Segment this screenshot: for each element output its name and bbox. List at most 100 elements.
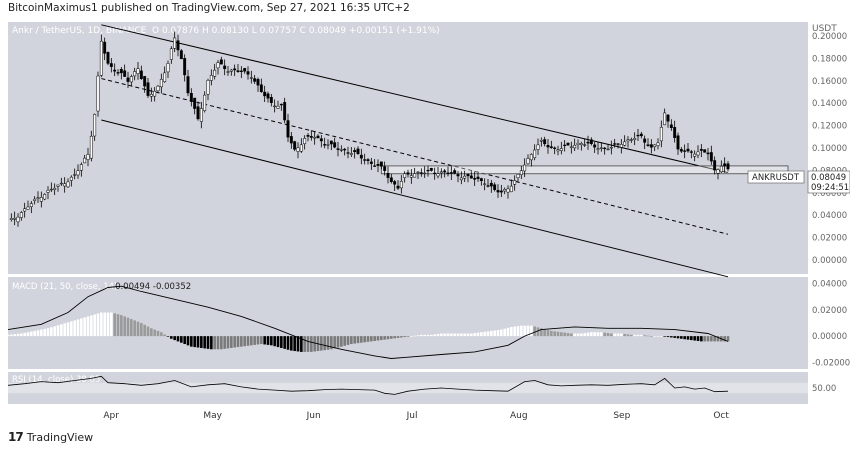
macd-histogram-bar <box>273 336 276 347</box>
candle-down <box>429 168 433 171</box>
candle-down <box>183 58 187 76</box>
price-tick-label: 0.10000 <box>812 144 847 154</box>
macd-histogram-bar <box>403 336 406 338</box>
macd-histogram-bar <box>266 336 270 345</box>
candle-up <box>483 183 487 185</box>
macd-histogram-bar <box>590 332 593 337</box>
candle-up <box>159 79 163 88</box>
right-axis-strip <box>808 22 850 404</box>
macd-histogram-bar <box>73 320 76 337</box>
macd-histogram-bar <box>200 336 203 348</box>
macd-histogram-bar <box>63 323 66 337</box>
macd-histogram-bar <box>406 336 410 337</box>
channel-line <box>101 119 729 278</box>
macd-histogram-bar <box>330 336 333 350</box>
macd-histogram-bar <box>130 319 133 337</box>
candle-down <box>233 68 237 71</box>
candle-up <box>436 173 440 177</box>
price-tick-label: 0.00000 <box>812 256 847 266</box>
candle-down <box>666 114 670 122</box>
candle-down <box>279 103 283 106</box>
candle-down <box>479 178 483 181</box>
macd-histogram-bar <box>556 331 560 337</box>
macd-tick-label: -0.02000 <box>812 358 850 368</box>
macd-histogram-bar <box>356 336 360 344</box>
macd-histogram-bar <box>56 325 60 337</box>
macd-histogram-bar <box>550 330 553 337</box>
macd-histogram-bar <box>386 336 390 340</box>
candle-down <box>669 124 673 128</box>
price-candles <box>9 31 730 227</box>
macd-histogram-bar <box>220 336 223 350</box>
footer-brand-name: TradingView <box>26 430 94 444</box>
macd-histogram-bar <box>623 333 626 337</box>
candle-up <box>719 165 723 173</box>
macd-histogram-bar <box>716 336 720 342</box>
macd-histogram-bar <box>176 336 180 342</box>
price-tick-label: 0.02000 <box>812 234 847 244</box>
candle-down <box>359 154 363 159</box>
candle-up <box>303 138 307 145</box>
macd-histogram-bar <box>343 336 346 346</box>
currency-label: USDT <box>812 24 837 34</box>
macd-histogram-bar <box>20 333 23 337</box>
macd-histogram-bar <box>426 334 430 337</box>
macd-histogram-bar <box>376 336 380 341</box>
macd-signal-line <box>7 285 729 359</box>
candle-down <box>223 65 227 70</box>
candle-up <box>19 212 23 218</box>
macd-histogram-bar <box>40 329 43 337</box>
macd-histogram-bar <box>216 336 220 350</box>
price-tick-label: 0.12000 <box>812 122 847 132</box>
macd-histogram-bar <box>580 333 583 337</box>
candle-down <box>553 147 557 149</box>
candle-down <box>486 185 490 187</box>
candle-up <box>539 139 543 142</box>
macd-histogram-bar <box>706 336 710 342</box>
macd-histogram-bar <box>363 336 366 343</box>
candle-up <box>653 144 657 147</box>
macd-histogram-bar <box>203 336 206 349</box>
macd-histogram-bar <box>536 327 540 337</box>
badge-price: 0.08049 <box>811 173 846 183</box>
macd-histogram-bar <box>280 336 283 348</box>
candle-up <box>559 148 563 151</box>
macd-histogram-bar <box>80 318 83 337</box>
candle-down <box>676 135 680 150</box>
candle-down <box>456 174 460 177</box>
macd-histogram-bar <box>170 336 173 339</box>
macd-histogram-bar <box>100 312 103 337</box>
macd-histogram-bar <box>383 336 386 340</box>
macd-tick-label: 0.04000 <box>812 280 847 290</box>
macd-histogram-bar <box>660 336 663 337</box>
candle-up <box>99 40 103 76</box>
macd-histogram-bar <box>576 333 580 337</box>
macd-histogram-bar <box>323 336 326 351</box>
macd-histogram-bar <box>336 336 340 348</box>
candle-up <box>16 216 20 223</box>
badge-symbol-box <box>747 170 805 184</box>
candle-down <box>406 172 410 175</box>
macd-histogram-bar <box>213 336 216 350</box>
macd-histogram-bar <box>90 315 93 337</box>
rsi-band <box>8 382 808 394</box>
macd-histogram-bar <box>420 334 423 337</box>
candle-down <box>723 163 727 167</box>
candle-down <box>419 172 423 174</box>
macd-histogram-bar <box>460 333 463 337</box>
macd-histogram-bar <box>263 336 266 345</box>
macd-histogram-bar <box>53 326 56 337</box>
macd-histogram-bar <box>633 334 636 337</box>
macd-histogram-bar <box>603 332 606 337</box>
candle-down <box>106 52 110 64</box>
macd-histogram-bar <box>610 333 613 337</box>
candle-up <box>39 197 43 202</box>
candle-down <box>246 71 250 75</box>
macd-histogram-bar <box>186 336 190 346</box>
candle-down <box>116 72 120 74</box>
candle-down <box>636 134 640 137</box>
macd-histogram-bar <box>480 332 483 337</box>
channel-line <box>101 24 729 174</box>
macd-histogram-bar <box>120 315 123 337</box>
